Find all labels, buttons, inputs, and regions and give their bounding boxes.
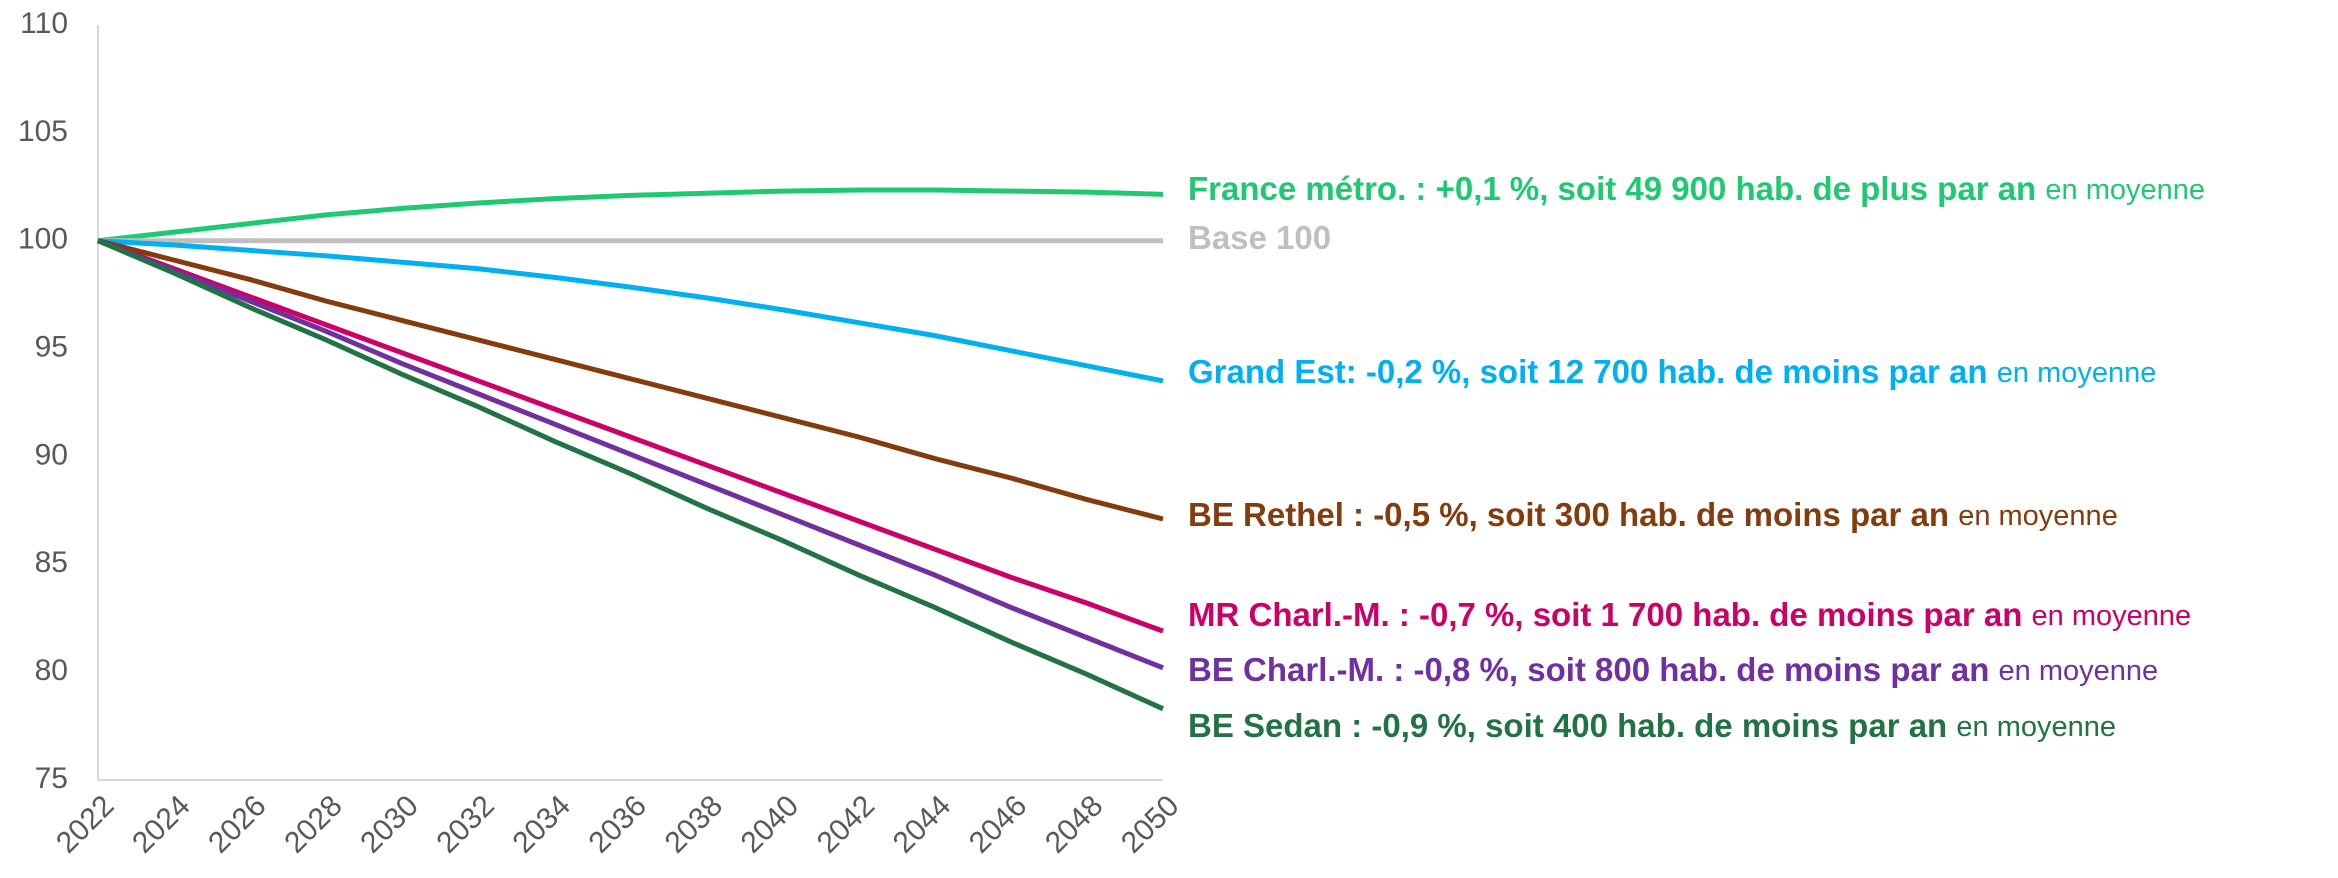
y-tick-label: 90 xyxy=(35,438,68,471)
x-tick-label: 2038 xyxy=(659,789,730,860)
x-tick-label: 2050 xyxy=(1115,789,1186,860)
series-name: France métro. : +0,1 %, soit 49 900 hab.… xyxy=(1188,170,2036,207)
series-name: BE Sedan : -0,9 %, soit 400 hab. de moin… xyxy=(1188,707,1947,744)
y-tick-label: 105 xyxy=(18,115,68,148)
series-line xyxy=(97,238,1164,634)
series-name: Base 100 xyxy=(1188,219,1331,256)
series-name: MR Charl.-M. : -0,7 %, soit 1 700 hab. d… xyxy=(1188,596,2022,633)
series-note: en moyenne xyxy=(1997,357,2157,389)
series-name: BE Charl.-M. : -0,8 %, soit 800 hab. de … xyxy=(1188,651,1989,688)
y-tick-label: 110 xyxy=(20,7,68,40)
series-name: BE Rethel : -0,5 %, soit 300 hab. de moi… xyxy=(1188,496,1949,533)
series-line xyxy=(97,238,1164,522)
series-label: BE Charl.-M. : -0,8 %, soit 800 hab. de … xyxy=(1188,651,2158,688)
y-tick-label: 95 xyxy=(35,330,68,363)
x-tick-label: 2044 xyxy=(887,789,958,860)
x-tick-label: 2034 xyxy=(506,789,577,860)
series-line xyxy=(97,238,1165,712)
series-line xyxy=(97,187,1164,244)
series-note: en moyenne xyxy=(1956,711,2116,743)
series-name: Grand Est: -0,2 %, soit 12 700 hab. de m… xyxy=(1188,353,1988,390)
series-label: France métro. : +0,1 %, soit 49 900 hab.… xyxy=(1188,170,2205,207)
y-tick-label: 85 xyxy=(35,546,68,579)
series-note: en moyenne xyxy=(1999,655,2159,687)
x-tick-label: 2032 xyxy=(430,789,501,860)
x-tick-label: 2036 xyxy=(583,789,654,860)
series-label: BE Rethel : -0,5 %, soit 300 hab. de moi… xyxy=(1188,496,2118,533)
series-label: BE Sedan : -0,9 %, soit 400 hab. de moin… xyxy=(1188,707,2116,744)
series-note: en moyenne xyxy=(2032,600,2192,632)
series-label: Grand Est: -0,2 %, soit 12 700 hab. de m… xyxy=(1188,353,2156,390)
series-label: Base 100 xyxy=(1188,219,1331,256)
x-tick-label: 2026 xyxy=(202,789,273,860)
series-line xyxy=(97,238,1164,671)
y-tick-label: 80 xyxy=(35,654,68,687)
y-tick-label: 75 xyxy=(35,762,68,795)
series-note: en moyenne xyxy=(1958,500,2118,532)
x-tick-label: 2046 xyxy=(963,789,1034,860)
series-line xyxy=(97,238,1164,384)
x-tick-label: 2030 xyxy=(354,789,425,860)
x-tick-label: 2028 xyxy=(278,789,349,860)
x-tick-label: 2024 xyxy=(126,789,197,860)
x-tick-label: 2042 xyxy=(811,789,882,860)
x-tick-label: 2022 xyxy=(50,789,121,860)
series-label: MR Charl.-M. : -0,7 %, soit 1 700 hab. d… xyxy=(1188,596,2191,633)
x-tick-label: 2048 xyxy=(1039,789,1110,860)
series-note: en moyenne xyxy=(2045,174,2205,206)
x-tick-label: 2040 xyxy=(735,789,806,860)
y-tick-label: 100 xyxy=(18,223,68,256)
